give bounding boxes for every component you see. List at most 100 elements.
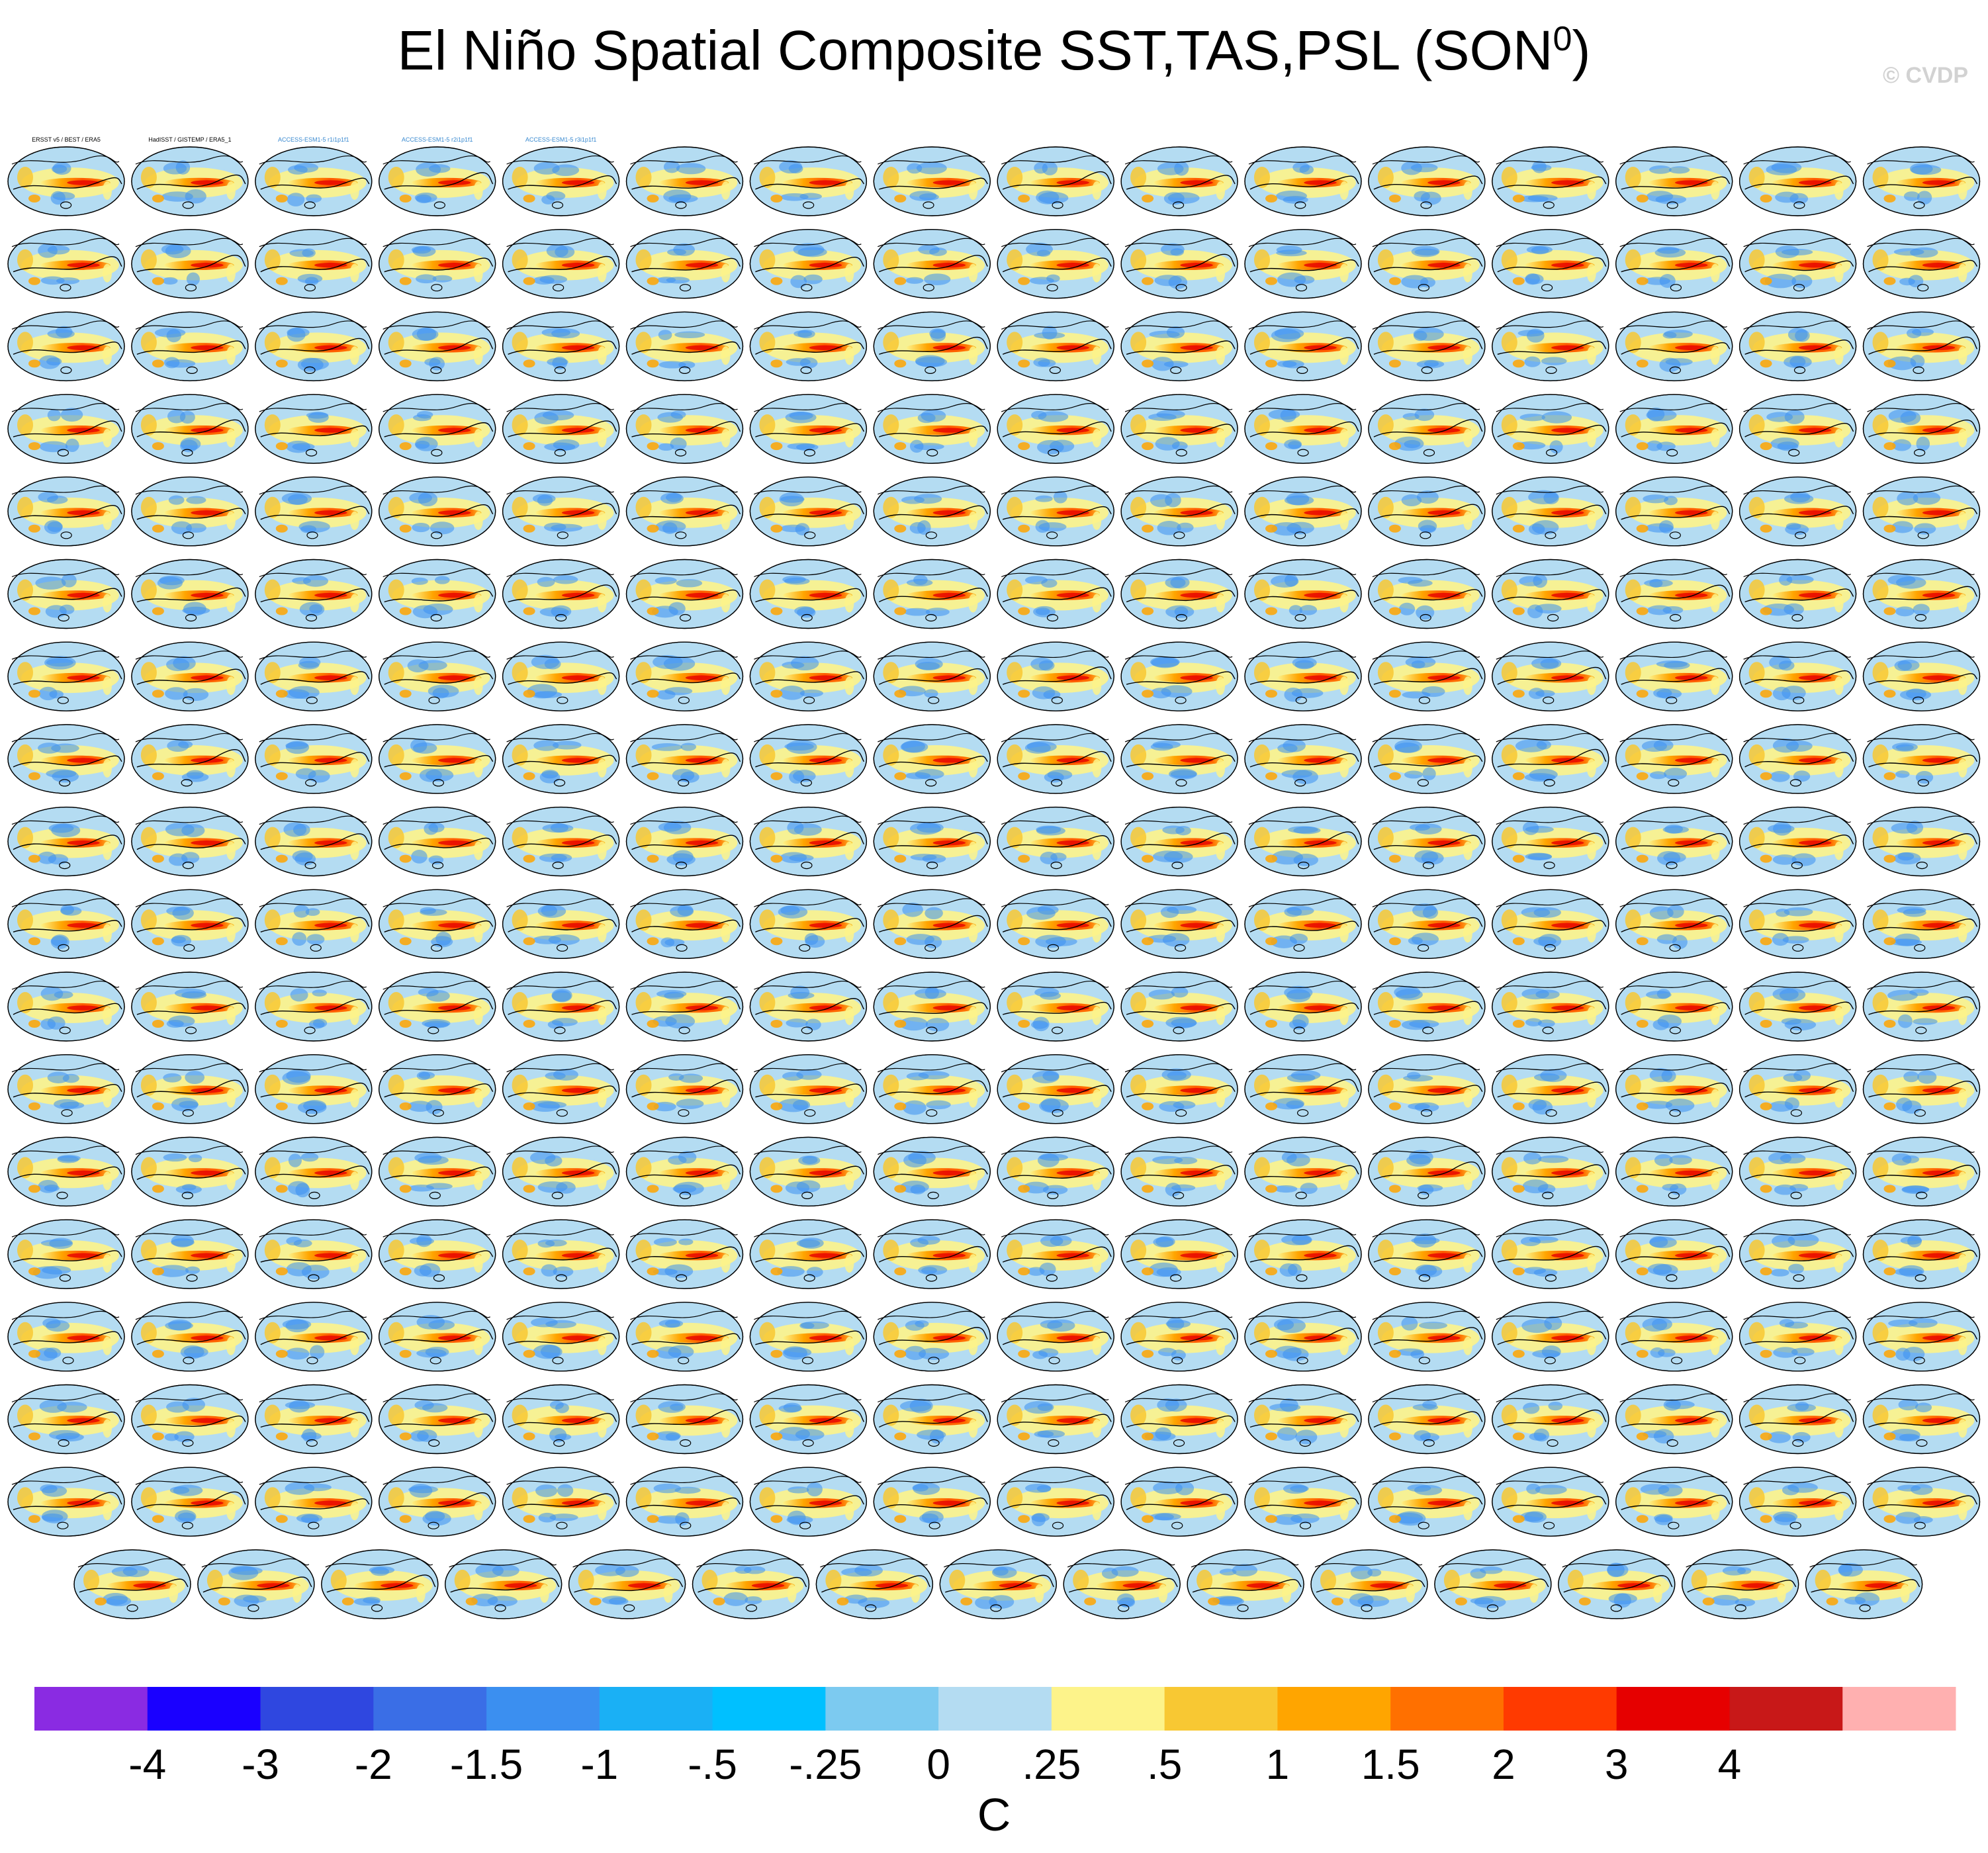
map-panel (1615, 311, 1733, 382)
colorbar-units: C (977, 1789, 1011, 1840)
map-panel (1492, 146, 1609, 216)
map-panel (1368, 394, 1486, 464)
map-panel (1244, 476, 1362, 547)
map-panel (749, 806, 868, 877)
map-panel (1244, 724, 1362, 794)
colorbar-tick-label: 0 (926, 1740, 950, 1787)
map-panel (1739, 889, 1857, 960)
map-panel (625, 311, 744, 382)
map-panel (1615, 641, 1733, 711)
map-panel (502, 559, 620, 629)
title-close: ) (1572, 19, 1591, 81)
map-panel (997, 972, 1114, 1042)
map-panel (625, 641, 744, 711)
colorbar-tick-label: -2 (355, 1740, 392, 1787)
map-panel (873, 889, 991, 960)
map-panel (1492, 641, 1609, 711)
chart-title: El Niño Spatial Composite SST,TAS,PSL (S… (0, 19, 1988, 83)
panel-label: ERSST v5 / BEST / ERA5 (32, 136, 101, 143)
map-panel (1739, 1136, 1857, 1207)
map-panel (1739, 1219, 1857, 1289)
map-panel (1492, 229, 1609, 299)
map-panel (1244, 889, 1362, 960)
map-panel (1862, 889, 1981, 960)
map-panel (1739, 972, 1857, 1042)
colorbar-tick-label: -.25 (789, 1740, 862, 1787)
map-panel (749, 229, 868, 299)
map-panel (7, 229, 125, 299)
map-panel (1739, 229, 1857, 299)
map-panel (1120, 889, 1238, 960)
map-panel (1368, 806, 1486, 877)
map-panel (255, 1302, 373, 1372)
map-panel (873, 559, 991, 629)
map-panel (1615, 972, 1733, 1042)
colorbar-segment (1164, 1687, 1278, 1731)
map-panel (1244, 559, 1362, 629)
map-panel (131, 476, 249, 547)
colorbar-tick-label: -1.5 (450, 1740, 523, 1787)
map-panel (255, 559, 373, 629)
map-panel (502, 1054, 620, 1124)
map-panel (873, 229, 991, 299)
map-panel (379, 1136, 496, 1207)
map-panel (1368, 1054, 1486, 1124)
map-panel (625, 1136, 744, 1207)
map-panel (997, 394, 1114, 464)
map-panel (1244, 641, 1362, 711)
map-panel (1368, 1136, 1486, 1207)
colorbar-segment (147, 1687, 261, 1731)
map-panel (7, 394, 125, 464)
map-panel (873, 476, 991, 547)
map-panel (131, 311, 249, 382)
map-panel (1739, 476, 1857, 547)
map-panel (502, 394, 620, 464)
map-panel (625, 476, 744, 547)
map-panel (1615, 476, 1733, 547)
map-panel (255, 311, 373, 382)
colorbar-segment (373, 1687, 487, 1731)
map-panel (873, 724, 991, 794)
colorbar-segment (260, 1687, 374, 1731)
map-panel (1120, 394, 1238, 464)
map-panel (502, 806, 620, 877)
map-panel (255, 1136, 373, 1207)
map-panel (379, 724, 496, 794)
map-panel (502, 724, 620, 794)
map-panel (1862, 806, 1981, 877)
map-panel (131, 806, 249, 877)
colorbar: -4 -3 -2 -1.5 -1 -.5 -.25 0 .25 .5 1 1.5 2 3 4 (34, 1687, 1956, 1787)
colorbar-segment (1616, 1687, 1730, 1731)
map-panel (1120, 806, 1238, 877)
map-panel (749, 972, 868, 1042)
map-panel (379, 229, 496, 299)
colorbar-tick-label: -1 (580, 1740, 618, 1787)
map-panel (1368, 889, 1486, 960)
map-panel (502, 889, 620, 960)
map-panel (255, 1219, 373, 1289)
map-panel (1120, 641, 1238, 711)
colorbar-tick-label: -4 (128, 1740, 166, 1787)
map-panel (131, 1054, 249, 1124)
map-panel (1120, 972, 1238, 1042)
map-panel (7, 889, 125, 960)
map-panel (255, 972, 373, 1042)
map-panel (1739, 559, 1857, 629)
map-panel (7, 806, 125, 877)
colorbar-segment (34, 1687, 148, 1731)
map-panel (997, 559, 1114, 629)
map-panel (255, 394, 373, 464)
map-panel (997, 476, 1114, 547)
map-panel (379, 806, 496, 877)
map-panel (749, 1302, 868, 1372)
panel-label: HadISST / GISTEMP / ERA5_1 (148, 136, 231, 143)
map-panel (1120, 1136, 1238, 1207)
map-panel (1862, 229, 1981, 299)
map-panel (749, 311, 868, 382)
map-panel (502, 311, 620, 382)
map-panel (379, 889, 496, 960)
map-panel (873, 1302, 991, 1372)
map-panel (1492, 1054, 1609, 1124)
map-panel (7, 972, 125, 1042)
map-panel (255, 641, 373, 711)
